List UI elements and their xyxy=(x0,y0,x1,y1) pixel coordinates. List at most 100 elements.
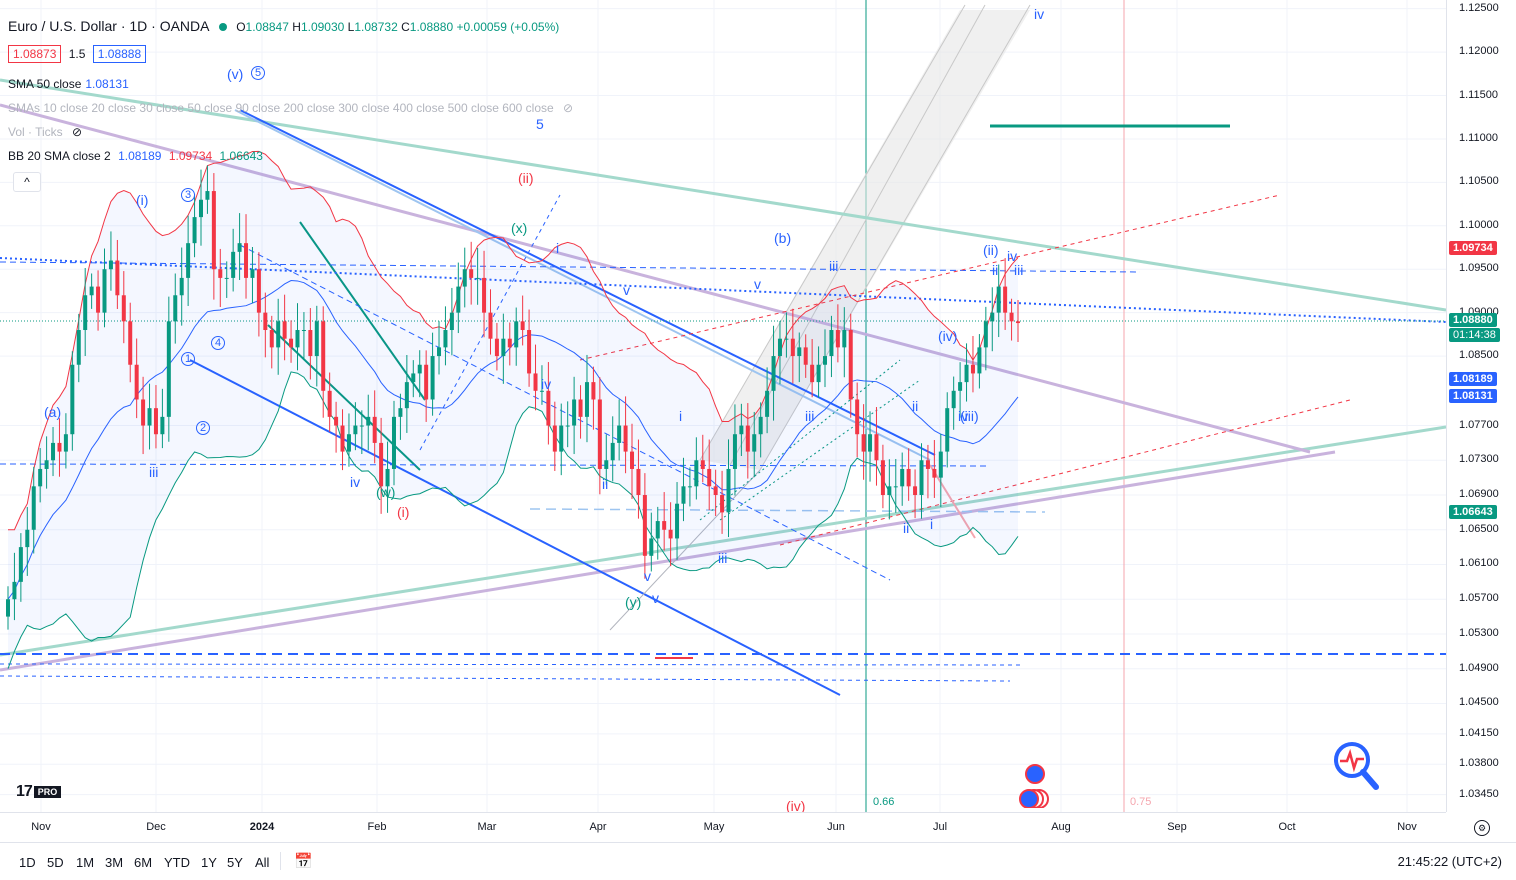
trendline xyxy=(699,4,966,461)
price-tick-label: 1.05700 xyxy=(1459,592,1499,605)
price-axis[interactable]: 1.12500 1.12000 1.11500 1.11000 1.10500 1.100… xyxy=(1446,0,1516,812)
candle-body xyxy=(913,486,918,496)
magnifier-icon[interactable] xyxy=(1332,740,1380,792)
price-chart[interactable] xyxy=(0,0,1446,812)
candle-body xyxy=(218,269,223,278)
candle-body xyxy=(353,425,358,435)
trendline xyxy=(299,221,426,401)
candle-body xyxy=(366,416,371,426)
range-button-3m[interactable]: 3M xyxy=(105,855,124,870)
sell-button[interactable]: 1.08873 xyxy=(8,45,62,63)
candle-body xyxy=(887,486,892,496)
range-button-ytd[interactable]: YTD xyxy=(164,855,190,870)
wave-label: (iii) xyxy=(960,408,979,424)
range-button-1d[interactable]: 1D xyxy=(19,855,36,870)
wave-label: ii xyxy=(602,476,609,492)
hidden-eye-icon[interactable]: ⊘ xyxy=(563,101,574,115)
hidden-eye-icon[interactable]: ⊘ xyxy=(72,125,83,139)
candle-body xyxy=(823,356,828,365)
volume-legend[interactable]: Vol · Ticks ⊘ xyxy=(8,125,83,139)
wave-label: (w) xyxy=(376,484,396,500)
candle-body xyxy=(153,408,158,435)
candle-body xyxy=(70,364,75,435)
wave-label: ii xyxy=(903,520,910,536)
price-tick-label: 1.04900 xyxy=(1459,661,1499,674)
trendline xyxy=(609,469,761,631)
candle-body xyxy=(134,364,139,400)
candle-body xyxy=(958,382,963,391)
wave-label: (ii) xyxy=(983,242,999,258)
candle-body xyxy=(880,460,885,496)
symbol-title[interactable]: Euro / U.S. Dollar · 1D · OANDA xyxy=(8,18,210,34)
smas-legend[interactable]: SMAs 10 close 20 close 30 close 50 close… xyxy=(8,101,574,115)
time-tick-label: Jun xyxy=(827,821,845,833)
candle-body xyxy=(687,486,692,488)
wave-label: ii xyxy=(992,262,999,278)
range-button-5d[interactable]: 5D xyxy=(47,855,64,870)
candle-body xyxy=(31,486,36,530)
time-tick-label: Aug xyxy=(1051,821,1071,833)
last-price-tag: 1.08880 xyxy=(1449,313,1497,327)
candle-body xyxy=(797,347,802,357)
settings-gear-icon[interactable]: ⚙ xyxy=(1474,820,1490,836)
market-open-indicator xyxy=(218,23,227,31)
candle-body xyxy=(539,390,544,392)
candle-body xyxy=(57,442,62,452)
candle-body xyxy=(790,338,795,357)
range-button-1y[interactable]: 1Y xyxy=(201,855,217,870)
range-button-all[interactable]: All xyxy=(255,855,270,870)
wave-label: iii xyxy=(149,464,159,480)
candle-body xyxy=(533,373,538,391)
candle-body xyxy=(462,269,467,287)
wave-label: (ii) xyxy=(518,170,534,186)
chart-area[interactable]: Euro / U.S. Dollar · 1D · OANDA O1.08847… xyxy=(0,0,1446,812)
candle-body xyxy=(211,191,216,270)
candle-body xyxy=(649,538,654,556)
candle-body xyxy=(244,243,249,278)
economic-events-icons[interactable] xyxy=(1018,762,1052,808)
candle-body xyxy=(51,442,56,461)
wave-label-circled: 1 xyxy=(181,352,196,366)
price-tick-label: 1.07300 xyxy=(1459,453,1499,466)
trendline xyxy=(0,675,1011,682)
candle-body xyxy=(983,321,988,348)
range-button-6m[interactable]: 6M xyxy=(134,855,153,870)
candle-body xyxy=(340,425,345,452)
candle-body xyxy=(752,434,757,452)
wave-label: iv xyxy=(1007,248,1018,264)
candle-body xyxy=(6,599,10,617)
date-range-calendar-icon[interactable]: 📅 xyxy=(294,853,313,870)
range-button-5y[interactable]: 5Y xyxy=(227,855,243,870)
trendline xyxy=(719,379,921,521)
collapse-legend-button[interactable]: ^ xyxy=(13,172,41,192)
candle-body xyxy=(552,425,557,452)
candle-body xyxy=(591,382,596,400)
wave-label-circled: 5 xyxy=(251,66,266,80)
candle-body xyxy=(816,364,821,383)
buy-button[interactable]: 1.08888 xyxy=(92,45,147,63)
tradingview-logo[interactable]: 17 PRO xyxy=(16,783,62,801)
range-button-1m[interactable]: 1M xyxy=(76,855,95,870)
time-axis[interactable]: Nov Dec 2024 Feb Mar Apr May Jun Jul Aug Sep Oct Nov xyxy=(0,812,1446,843)
dotted-trendline xyxy=(0,257,1446,323)
wave-label: (y) xyxy=(625,594,642,610)
candle-body xyxy=(141,399,146,426)
candle-body xyxy=(932,468,937,478)
candle-body xyxy=(662,521,667,530)
sma50-legend[interactable]: SMA 50 close 1.08131 xyxy=(8,77,129,91)
candle-body xyxy=(424,364,429,400)
light-blue-trendline xyxy=(234,109,931,461)
candle-body xyxy=(1016,321,1020,324)
candle-body xyxy=(970,364,975,374)
bb-legend[interactable]: BB 20 SMA close 2 1.08189 1.09734 1.0664… xyxy=(8,149,263,163)
bb-lower-line xyxy=(7,371,1019,669)
candle-body xyxy=(38,468,43,487)
candle-body xyxy=(784,338,789,340)
candle-body xyxy=(848,330,853,400)
candle-body xyxy=(385,468,390,487)
trendline xyxy=(529,508,1046,513)
clock-timezone[interactable]: 21:45:22 (UTC+2) xyxy=(1397,854,1502,869)
lower-lavender-trendline xyxy=(0,450,1336,672)
candle-body xyxy=(121,295,126,322)
candle-body xyxy=(642,495,647,556)
